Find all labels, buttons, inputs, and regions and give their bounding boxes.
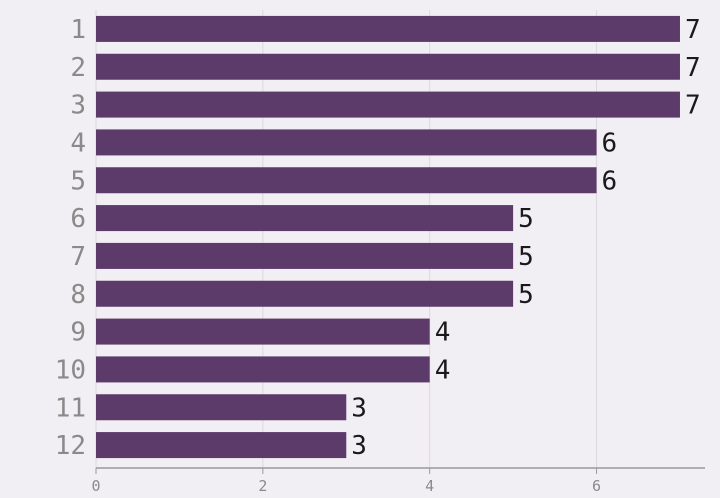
- gridlines: [95, 10, 598, 468]
- category-label-11: 11: [55, 393, 86, 423]
- value-label-4: 6: [602, 128, 618, 158]
- value-label-10: 4: [435, 355, 451, 385]
- bar-11: [96, 394, 347, 421]
- value-label-11: 3: [351, 393, 367, 423]
- value-label-3: 7: [685, 91, 701, 121]
- bar-2: [96, 53, 680, 80]
- value-label-12: 3: [351, 431, 367, 461]
- value-label-7: 5: [518, 242, 534, 272]
- category-label-1: 1: [70, 15, 86, 45]
- bar-7: [96, 242, 514, 269]
- bar-4: [96, 129, 597, 156]
- bars: [96, 15, 680, 459]
- x-tick-label-4: 4: [425, 477, 434, 495]
- value-label-9: 4: [435, 318, 451, 348]
- bar-10: [96, 356, 430, 383]
- category-label-7: 7: [70, 242, 86, 272]
- category-label-12: 12: [55, 431, 86, 461]
- x-axis: 0 2 4 6: [91, 467, 705, 495]
- category-label-5: 5: [70, 166, 86, 196]
- value-labels: 7 7 7 6 6 5 5 5 4 4 3 3: [351, 15, 700, 461]
- category-label-10: 10: [55, 355, 86, 385]
- x-tick-label-6: 6: [592, 477, 601, 495]
- bar-5: [96, 167, 597, 194]
- category-label-8: 8: [70, 280, 86, 310]
- bar-12: [96, 432, 347, 459]
- bar-3: [96, 91, 680, 118]
- value-label-2: 7: [685, 53, 701, 83]
- value-label-1: 7: [685, 15, 701, 45]
- category-label-6: 6: [70, 204, 86, 234]
- value-label-5: 6: [602, 166, 618, 196]
- category-label-2: 2: [70, 53, 86, 83]
- category-label-4: 4: [70, 128, 86, 158]
- category-label-9: 9: [70, 318, 86, 348]
- category-label-3: 3: [70, 91, 86, 121]
- bar-1: [96, 15, 680, 42]
- value-label-6: 5: [518, 204, 534, 234]
- bar-9: [96, 318, 430, 345]
- x-tick-label-2: 2: [258, 477, 267, 495]
- bar-6: [96, 205, 514, 232]
- x-tick-label-0: 0: [91, 477, 100, 495]
- value-label-8: 5: [518, 280, 534, 310]
- bar-8: [96, 280, 514, 307]
